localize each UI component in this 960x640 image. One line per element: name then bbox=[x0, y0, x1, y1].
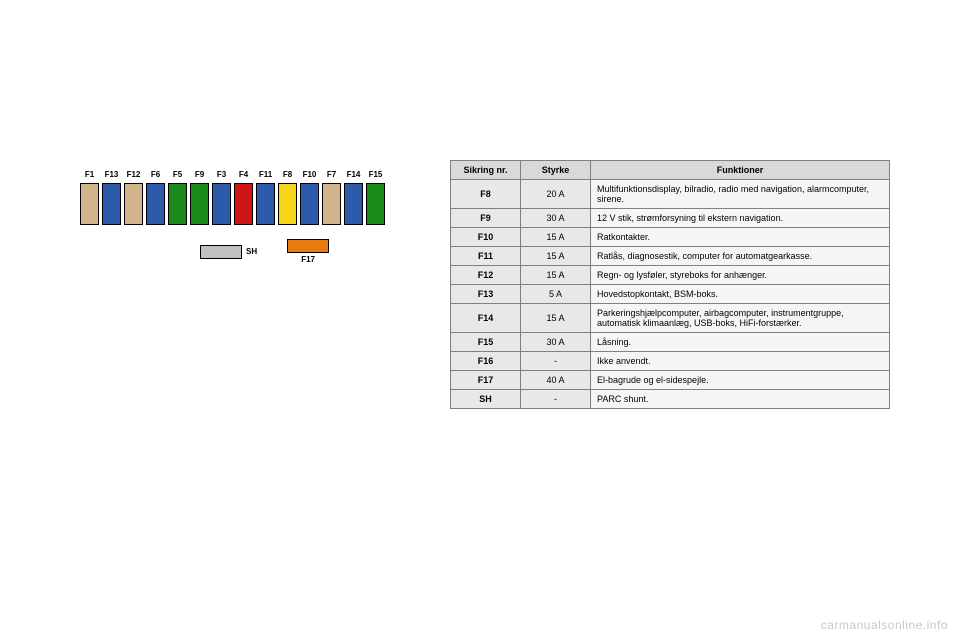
fuse-box bbox=[366, 183, 385, 225]
fuse-box bbox=[322, 183, 341, 225]
fuse-label: F11 bbox=[256, 170, 275, 179]
cell-styrke: 15 A bbox=[521, 228, 591, 247]
cell-funktioner: Ikke anvendt. bbox=[591, 352, 890, 371]
header-sikring: Sikring nr. bbox=[451, 161, 521, 180]
table-row: F930 A12 V stik, strømforsyning til ekst… bbox=[451, 209, 890, 228]
cell-styrke: 15 A bbox=[521, 247, 591, 266]
f17-rect bbox=[287, 239, 329, 253]
cell-sikring: F14 bbox=[451, 304, 521, 333]
cell-sikring: F13 bbox=[451, 285, 521, 304]
cell-styrke: 5 A bbox=[521, 285, 591, 304]
cell-sikring: F8 bbox=[451, 180, 521, 209]
cell-funktioner: Hovedstopkontakt, BSM-boks. bbox=[591, 285, 890, 304]
sh-rect bbox=[200, 245, 242, 259]
header-styrke: Styrke bbox=[521, 161, 591, 180]
cell-styrke: 30 A bbox=[521, 209, 591, 228]
table-row: SH-PARC shunt. bbox=[451, 390, 890, 409]
fuse-box bbox=[80, 183, 99, 225]
fuse-box bbox=[190, 183, 209, 225]
watermark: carmanualsonline.info bbox=[821, 618, 948, 632]
table-body: F820 AMultifunktionsdisplay, bilradio, r… bbox=[451, 180, 890, 409]
table-row: F16-Ikke anvendt. bbox=[451, 352, 890, 371]
table-row: F1115 ARatlås, diagnosestik, computer fo… bbox=[451, 247, 890, 266]
fuse-row bbox=[80, 183, 400, 225]
fuse-diagram: F1F13F12F6F5F9F3F4F11F8F10F7F14F15 SH F1… bbox=[80, 170, 400, 264]
table-header-row: Sikring nr. Styrke Funktioner bbox=[451, 161, 890, 180]
cell-funktioner: Ratlås, diagnosestik, computer for autom… bbox=[591, 247, 890, 266]
cell-sikring: F9 bbox=[451, 209, 521, 228]
cell-funktioner: Parkeringshjælpcomputer, airbagcomputer,… bbox=[591, 304, 890, 333]
fuse-labels-row: F1F13F12F6F5F9F3F4F11F8F10F7F14F15 bbox=[80, 170, 400, 179]
table-row: F135 AHovedstopkontakt, BSM-boks. bbox=[451, 285, 890, 304]
fuse-label: F9 bbox=[190, 170, 209, 179]
cell-funktioner: PARC shunt. bbox=[591, 390, 890, 409]
fuse-label: F4 bbox=[234, 170, 253, 179]
fuse-label: F1 bbox=[80, 170, 99, 179]
fuse-box bbox=[168, 183, 187, 225]
fuse-box bbox=[300, 183, 319, 225]
cell-styrke: 40 A bbox=[521, 371, 591, 390]
cell-sikring: F15 bbox=[451, 333, 521, 352]
table-row: F1415 AParkeringshjælpcomputer, airbagco… bbox=[451, 304, 890, 333]
fuse-label: F13 bbox=[102, 170, 121, 179]
fuse-table-wrap: Sikring nr. Styrke Funktioner F820 AMult… bbox=[450, 160, 890, 409]
cell-funktioner: 12 V stik, strømforsyning til ekstern na… bbox=[591, 209, 890, 228]
fuse-box bbox=[278, 183, 297, 225]
fuse-table: Sikring nr. Styrke Funktioner F820 AMult… bbox=[450, 160, 890, 409]
sh-label: SH bbox=[246, 247, 257, 256]
fuse-box bbox=[212, 183, 231, 225]
cell-funktioner: Multifunktionsdisplay, bilradio, radio m… bbox=[591, 180, 890, 209]
cell-sikring: F17 bbox=[451, 371, 521, 390]
sh-box: SH bbox=[200, 245, 257, 259]
cell-styrke: 20 A bbox=[521, 180, 591, 209]
fuse-box bbox=[146, 183, 165, 225]
table-row: F820 AMultifunktionsdisplay, bilradio, r… bbox=[451, 180, 890, 209]
cell-funktioner: Ratkontakter. bbox=[591, 228, 890, 247]
cell-styrke: - bbox=[521, 352, 591, 371]
table-row: F1530 ALåsning. bbox=[451, 333, 890, 352]
fuse-bottom-row: SH F17 bbox=[80, 239, 400, 264]
cell-funktioner: El-bagrude og el-sidespejle. bbox=[591, 371, 890, 390]
fuse-label: F8 bbox=[278, 170, 297, 179]
fuse-box bbox=[102, 183, 121, 225]
fuse-label: F5 bbox=[168, 170, 187, 179]
fuse-label: F3 bbox=[212, 170, 231, 179]
table-row: F1740 AEl-bagrude og el-sidespejle. bbox=[451, 371, 890, 390]
table-row: F1215 ARegn- og lysføler, styreboks for … bbox=[451, 266, 890, 285]
cell-sikring: F16 bbox=[451, 352, 521, 371]
fuse-label: F14 bbox=[344, 170, 363, 179]
cell-styrke: 30 A bbox=[521, 333, 591, 352]
fuse-label: F6 bbox=[146, 170, 165, 179]
fuse-label: F12 bbox=[124, 170, 143, 179]
cell-funktioner: Regn- og lysføler, styreboks for anhænge… bbox=[591, 266, 890, 285]
cell-funktioner: Låsning. bbox=[591, 333, 890, 352]
cell-styrke: 15 A bbox=[521, 304, 591, 333]
cell-sikring: F11 bbox=[451, 247, 521, 266]
cell-sikring: F10 bbox=[451, 228, 521, 247]
fuse-box bbox=[344, 183, 363, 225]
fuse-label: F7 bbox=[322, 170, 341, 179]
cell-sikring: F12 bbox=[451, 266, 521, 285]
cell-sikring: SH bbox=[451, 390, 521, 409]
fuse-box bbox=[124, 183, 143, 225]
f17-box: F17 bbox=[287, 239, 329, 264]
fuse-box bbox=[256, 183, 275, 225]
cell-styrke: - bbox=[521, 390, 591, 409]
table-row: F1015 ARatkontakter. bbox=[451, 228, 890, 247]
fuse-label: F15 bbox=[366, 170, 385, 179]
f17-label: F17 bbox=[301, 255, 315, 264]
cell-styrke: 15 A bbox=[521, 266, 591, 285]
fuse-label: F10 bbox=[300, 170, 319, 179]
fuse-box bbox=[234, 183, 253, 225]
header-funktioner: Funktioner bbox=[591, 161, 890, 180]
